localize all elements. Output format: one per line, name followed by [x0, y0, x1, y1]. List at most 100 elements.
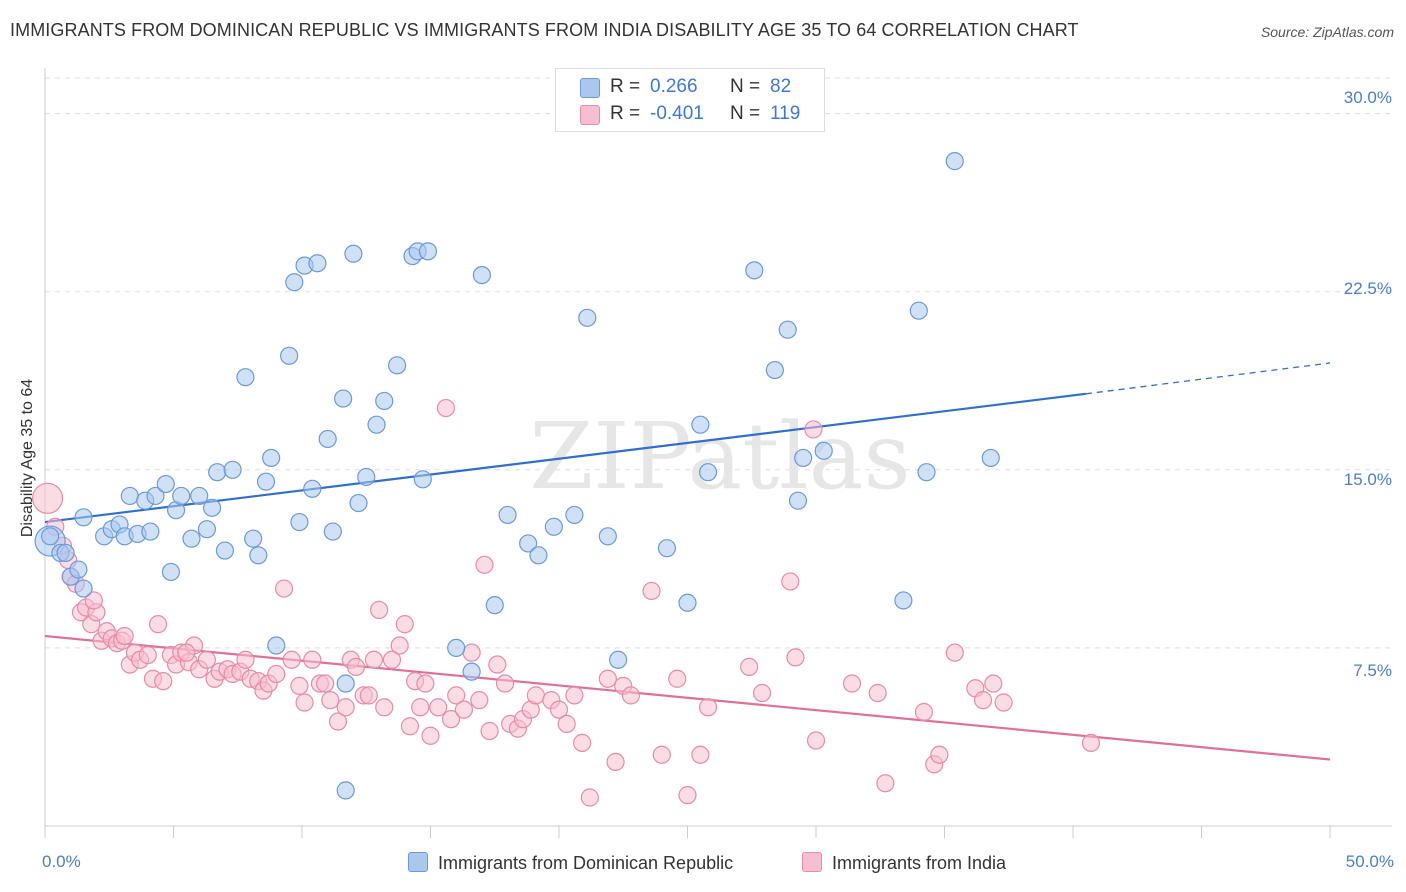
point-india — [876, 774, 895, 793]
point-india — [31, 482, 64, 514]
point-dominican — [146, 486, 165, 506]
point-dominican — [41, 527, 60, 546]
point-india — [429, 698, 448, 717]
point-dominican — [323, 522, 342, 541]
point-india — [328, 712, 348, 731]
point-dominican — [208, 463, 227, 482]
point-india — [382, 650, 402, 669]
point-dominican — [981, 448, 1000, 468]
point-dominican — [267, 636, 286, 655]
point-india — [336, 698, 355, 717]
axes — [44, 68, 1392, 838]
point-dominican — [698, 463, 718, 482]
point-dominican — [249, 546, 268, 565]
point-india — [236, 650, 255, 669]
point-dominican — [336, 674, 355, 693]
point-india — [441, 710, 461, 729]
point-india — [804, 420, 823, 439]
point-dominican — [778, 320, 797, 339]
point-dominican — [485, 596, 504, 615]
point-dominican — [375, 391, 394, 411]
point-india — [698, 698, 718, 717]
data-points — [31, 152, 1101, 807]
point-dominican — [917, 463, 936, 482]
point-dominican — [141, 522, 160, 541]
point-dominican — [462, 662, 481, 681]
legend-item-dominican: Immigrants from Dominican Republic — [408, 852, 733, 874]
point-dominican — [69, 560, 88, 579]
point-india — [868, 683, 887, 703]
y-tick-label-30: 30.0% — [1343, 88, 1392, 107]
point-dominican — [74, 579, 93, 598]
point-india — [447, 686, 466, 705]
point-india — [842, 674, 862, 693]
point-india — [740, 657, 759, 677]
legend-n-label: N = — [730, 76, 761, 97]
point-dominican — [367, 415, 386, 434]
point-dominican — [529, 546, 548, 565]
legend-r-label: R = — [610, 76, 641, 97]
y-tick-label-22-5: 22.5% — [1343, 279, 1392, 298]
source-credit: Source: ZipAtlas.com — [1260, 24, 1394, 40]
point-india — [781, 572, 800, 591]
legend-n-value: 82 — [770, 76, 792, 97]
trend-lines — [44, 362, 1331, 761]
point-india — [1081, 733, 1101, 752]
point-dominican — [794, 448, 813, 468]
point-india — [364, 650, 384, 669]
point-dominican — [418, 242, 438, 261]
legend-r-value: -0.401 — [650, 103, 704, 124]
point-dominican — [498, 505, 517, 525]
y-axis-label: Disability Age 35 to 64 — [19, 378, 36, 538]
point-india — [359, 686, 378, 705]
point-india — [115, 626, 134, 646]
point-dominican — [344, 244, 363, 263]
point-india — [973, 691, 993, 710]
legend-swatch-blue — [408, 852, 428, 872]
legend-r-label: R = — [610, 103, 641, 124]
point-dominican — [223, 460, 242, 479]
legend-swatch-pink — [802, 852, 822, 872]
point-dominican — [565, 505, 584, 525]
point-dominican — [945, 152, 964, 171]
legend-item-india: Immigrants from India — [802, 852, 1006, 874]
point-dominican — [197, 520, 217, 539]
legend-n-label: N = — [730, 103, 761, 124]
point-india — [652, 745, 671, 764]
point-india — [806, 731, 826, 750]
point-dominican — [172, 486, 191, 506]
point-india — [549, 700, 569, 719]
point-dominican — [303, 479, 322, 498]
point-dominican — [262, 448, 281, 468]
point-india — [282, 650, 301, 669]
point-dominican — [814, 441, 833, 460]
correlation-legend: R = 0.266 N = 82 R = -0.401 N = 119 — [555, 68, 825, 132]
point-dominican — [318, 429, 337, 449]
point-india — [945, 643, 964, 662]
point-india — [914, 702, 934, 722]
point-dominican — [74, 508, 93, 527]
point-india — [436, 398, 456, 418]
point-dominican — [678, 593, 697, 612]
point-india — [470, 691, 489, 710]
point-india — [480, 721, 499, 741]
point-india — [303, 650, 322, 669]
point-india — [416, 674, 435, 693]
point-india — [642, 581, 661, 601]
point-india — [598, 669, 617, 688]
point-dominican — [236, 368, 255, 387]
point-dominican — [244, 529, 263, 548]
point-dominican — [472, 265, 491, 285]
point-dominican — [447, 638, 466, 658]
point-india — [375, 698, 394, 717]
point-india — [148, 615, 168, 634]
point-india — [557, 714, 576, 733]
legend-r-value: 0.266 — [650, 76, 698, 97]
point-india — [84, 591, 103, 610]
point-dominican — [788, 491, 808, 510]
point-india — [994, 693, 1013, 712]
y-tick-label-7-5: 7.5% — [1353, 661, 1392, 680]
point-india — [621, 686, 641, 705]
point-dominican — [290, 512, 309, 532]
